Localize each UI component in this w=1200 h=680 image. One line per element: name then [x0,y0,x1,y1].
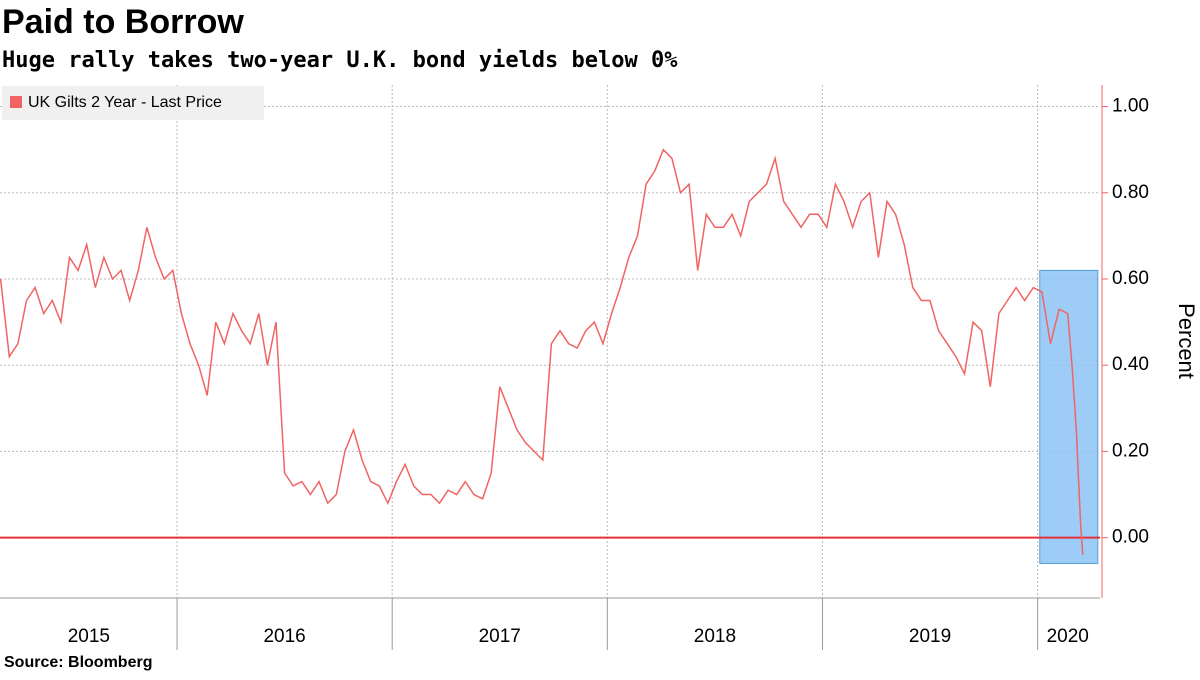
x-tick-label: 2017 [479,626,521,647]
highlight-box [1039,269,1099,565]
chart-title: Paid to Borrow [2,3,244,41]
legend-swatch [10,96,22,108]
x-tick-label: 2020 [1047,626,1089,647]
y-tick-label: 0.60 [1112,268,1149,289]
y-tick-label: 1.00 [1112,96,1149,117]
x-tick-label: 2018 [694,626,736,647]
legend-label: UK Gilts 2 Year - Last Price [28,94,222,111]
chart-subtitle: Huge rally takes two-year U.K. bond yiel… [2,48,678,73]
y-tick-label: 0.40 [1112,354,1149,375]
line-series [0,148,1084,555]
legend-box [2,86,264,120]
y-tick-label: 0.00 [1112,527,1149,548]
x-tick-label: 2015 [68,626,110,647]
source: Source: Bloomberg [4,654,152,671]
x-tick-label: 2019 [909,626,951,647]
y-tick-label: 0.80 [1112,182,1149,203]
y-tick-label: 0.20 [1112,440,1149,461]
x-tick-label: 2016 [263,626,305,647]
y-axis-label: Percent [1174,303,1199,379]
